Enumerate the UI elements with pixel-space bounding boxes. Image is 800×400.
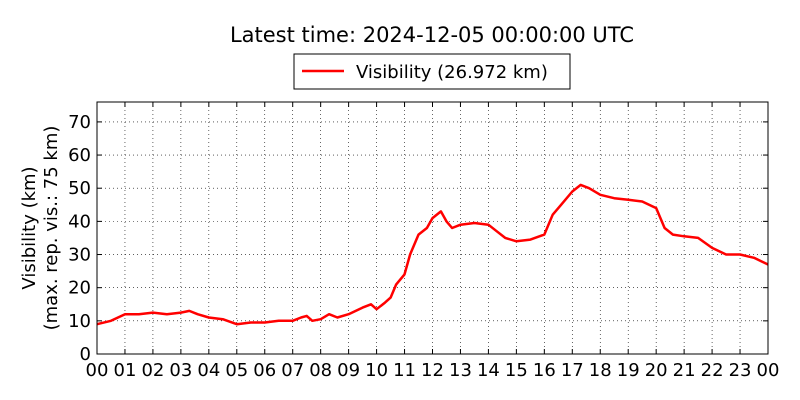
x-tick-label: 11	[393, 360, 416, 381]
series-line-visibility	[96, 183, 769, 326]
x-tick-label: 20	[645, 360, 668, 381]
x-tick-label: 00	[86, 360, 109, 381]
x-tick-label: 14	[477, 360, 500, 381]
x-tick-label: 02	[141, 360, 164, 381]
x-tick-label: 04	[197, 360, 220, 381]
y-axis-label-line2: (max. rep. vis.: 75 km)	[41, 126, 62, 331]
x-tick-label: 03	[169, 360, 192, 381]
plot-frame	[96, 101, 769, 355]
y-axis-label-line1: Visibility (km)	[19, 166, 40, 289]
grid	[97, 102, 768, 354]
x-tick-label: 17	[561, 360, 584, 381]
y-tick-label: 50	[68, 178, 91, 199]
x-tick-label: 21	[673, 360, 696, 381]
x-tick-label: 19	[617, 360, 640, 381]
y-tick-label: 0	[80, 344, 91, 365]
x-tick-label: 08	[309, 360, 332, 381]
x-tick-label: 18	[589, 360, 612, 381]
x-tick-label: 16	[533, 360, 556, 381]
x-tick-label: 23	[729, 360, 752, 381]
legend: Visibility (26.972 km)	[293, 53, 571, 90]
x-tick-label: 22	[701, 360, 724, 381]
x-tick-label: 05	[225, 360, 248, 381]
x-tick-label: 06	[253, 360, 276, 381]
y-tick-label: 60	[68, 145, 91, 166]
x-tick-label: 00	[757, 360, 780, 381]
y-tick-label: 40	[68, 211, 91, 232]
legend-label: Visibility (26.972 km)	[356, 62, 548, 83]
y-tick-label: 10	[68, 311, 91, 332]
chart-title: Latest time: 2024-12-05 00:00:00 UTC	[230, 23, 634, 47]
y-tick-label: 70	[68, 112, 91, 133]
x-tick-label: 10	[365, 360, 388, 381]
x-tick-label: 07	[281, 360, 304, 381]
x-tick-label: 09	[337, 360, 360, 381]
y-axis-label: Visibility (km) (max. rep. vis.: 75 km)	[19, 126, 62, 331]
y-tick-label: 30	[68, 245, 91, 266]
series-layer	[96, 183, 769, 326]
x-tick-label: 01	[114, 360, 137, 381]
y-tick-label: 20	[68, 278, 91, 299]
x-tick-label: 12	[421, 360, 444, 381]
axis-ticks: 00 01 02 03 04 05 06 07 08 09 10 11 12 13 14 15 16 17 18 19…	[68, 102, 779, 381]
x-tick-label: 13	[449, 360, 472, 381]
x-tick-label: 15	[505, 360, 528, 381]
